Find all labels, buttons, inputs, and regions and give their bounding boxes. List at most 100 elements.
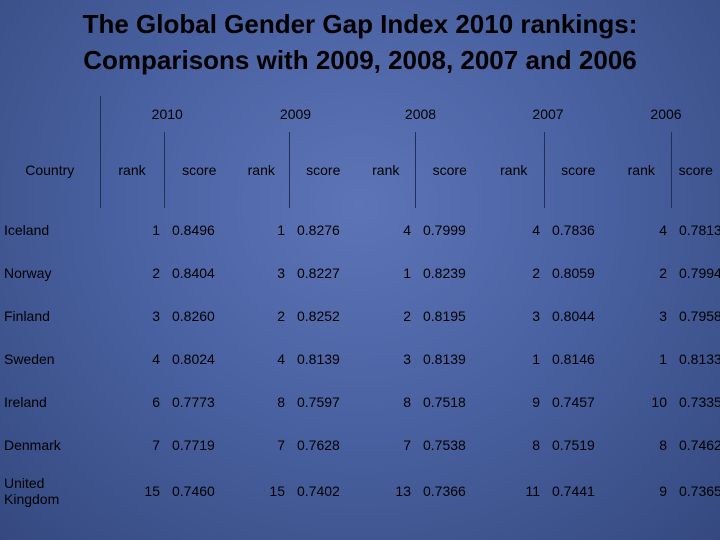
- year-2010-header: 2010: [151, 106, 183, 122]
- rank-cell: 4: [152, 350, 160, 367]
- rank-cell: 3: [277, 264, 285, 281]
- rank-cell: 15: [269, 483, 285, 499]
- score-cell: 0.7628: [297, 436, 340, 453]
- rank-cell: 7: [277, 436, 285, 453]
- rank-cell: 4: [659, 221, 667, 238]
- score-cell: 0.8239: [423, 264, 466, 281]
- rank-cell: 4: [403, 221, 411, 238]
- score-cell: 0.8276: [297, 221, 340, 238]
- rank-cell: 1: [403, 264, 411, 281]
- rank-cell: 9: [659, 483, 667, 499]
- rank-cell: 3: [659, 307, 667, 324]
- rank-cell: 6: [152, 393, 160, 410]
- year-header-row: 2010 2009 2008 2007 2006: [0, 96, 720, 132]
- country-cell: Iceland: [4, 221, 50, 238]
- rank-cell: 2: [659, 264, 667, 281]
- rank-cell: 13: [395, 483, 411, 499]
- table-row: Sweden 4 0.8024 4 0.8139 3 0.8139 1 0.81…: [0, 337, 720, 380]
- year-2009-header: 2009: [279, 106, 312, 122]
- rank-column-header: rank: [247, 162, 275, 178]
- rank-cell: 2: [403, 307, 411, 324]
- score-cell: 0.7462: [679, 436, 720, 453]
- rank-cell: 8: [532, 436, 540, 453]
- score-cell: 0.8139: [297, 350, 340, 367]
- score-cell: 0.7460: [172, 483, 215, 499]
- score-cell: 0.7994: [679, 264, 720, 281]
- table-row: Finland 3 0.8260 2 0.8252 2 0.8195 3 0.8…: [0, 294, 720, 337]
- score-cell: 0.7366: [423, 483, 466, 499]
- rank-cell: 4: [277, 350, 285, 367]
- score-cell: 0.7402: [297, 483, 340, 499]
- score-cell: 0.7836: [552, 221, 595, 238]
- rank-cell: 8: [403, 393, 411, 410]
- score-cell: 0.8133: [679, 350, 720, 367]
- score-cell: 0.7597: [297, 393, 340, 410]
- score-column-header: score: [670, 132, 720, 208]
- title-line-2: Comparisons with 2009, 2008, 2007 and 20…: [83, 45, 637, 75]
- rank-column-header: rank: [500, 162, 528, 178]
- table-row: Ireland 6 0.7773 8 0.7597 8 0.7518 9 0.7…: [0, 380, 720, 423]
- table-row: Iceland 1 0.8496 1 0.8276 4 0.7999 4 0.7…: [0, 208, 720, 251]
- year-2008-header: 2008: [404, 106, 437, 122]
- rank-cell: 8: [659, 436, 667, 453]
- column-header-row: Country rank score rank score rank score…: [0, 132, 720, 208]
- rank-cell: 2: [277, 307, 285, 324]
- score-cell: 0.7999: [423, 221, 466, 238]
- year-2006-header: 2006: [650, 106, 682, 122]
- score-cell: 0.7518: [423, 393, 466, 410]
- rank-cell: 1: [152, 221, 160, 238]
- score-cell: 0.8195: [423, 307, 466, 324]
- rank-column-header: rank: [372, 162, 400, 178]
- score-cell: 0.7813: [679, 221, 720, 238]
- rankings-table: 2010 2009 2008 2007 2006 Country rank sc…: [0, 96, 720, 516]
- score-cell: 0.7335: [679, 393, 720, 410]
- score-cell: 0.8059: [552, 264, 595, 281]
- country-cell: United Kingdom: [4, 475, 60, 507]
- score-cell: 0.7538: [423, 436, 466, 453]
- score-cell: 0.7365: [679, 483, 720, 499]
- country-cell: Finland: [4, 307, 50, 324]
- rank-column-header: rank: [627, 162, 655, 178]
- title-line-1: The Global Gender Gap Index 2010 ranking…: [82, 9, 638, 39]
- corner-cell: [0, 96, 101, 132]
- score-column-header: score: [543, 132, 612, 208]
- score-cell: 0.7773: [172, 393, 215, 410]
- rank-cell: 2: [532, 264, 540, 281]
- rank-cell: 3: [152, 307, 160, 324]
- score-column-header: score: [288, 132, 357, 208]
- score-cell: 0.7519: [552, 436, 595, 453]
- rank-cell: 4: [532, 221, 540, 238]
- country-cell: Denmark: [4, 436, 61, 453]
- score-column-header: score: [414, 132, 484, 208]
- table-row: Norway 2 0.8404 3 0.8227 1 0.8239 2 0.80…: [0, 251, 720, 294]
- country-cell: Sweden: [4, 350, 55, 367]
- score-cell: 0.8146: [552, 350, 595, 367]
- rank-cell: 3: [403, 350, 411, 367]
- rank-cell: 2: [152, 264, 160, 281]
- score-cell: 0.7958: [679, 307, 720, 324]
- country-cell: Ireland: [4, 393, 47, 410]
- rank-column-header: rank: [118, 162, 146, 178]
- rank-cell: 11: [525, 483, 540, 499]
- score-cell: 0.8227: [297, 264, 340, 281]
- rank-cell: 1: [532, 350, 540, 367]
- rank-cell: 9: [532, 393, 540, 410]
- score-cell: 0.7441: [552, 483, 595, 499]
- rank-cell: 7: [403, 436, 411, 453]
- rank-cell: 10: [651, 393, 667, 410]
- country-column-header: Country: [0, 132, 101, 208]
- score-column-header: score: [163, 132, 234, 208]
- score-cell: 0.8252: [297, 307, 340, 324]
- rank-cell: 1: [277, 221, 285, 238]
- year-2007-header: 2007: [532, 106, 564, 122]
- slide-title: The Global Gender Gap Index 2010 ranking…: [0, 6, 720, 78]
- rank-cell: 15: [144, 483, 160, 499]
- score-cell: 0.8404: [172, 264, 215, 281]
- score-cell: 0.8139: [423, 350, 466, 367]
- rank-cell: 1: [659, 350, 667, 367]
- table-row: United Kingdom 15 0.7460 15 0.7402 13 0.…: [0, 466, 720, 516]
- score-cell: 0.8260: [172, 307, 215, 324]
- rank-cell: 3: [532, 307, 540, 324]
- country-cell: Norway: [4, 264, 52, 281]
- table-row: Denmark 7 0.7719 7 0.7628 7 0.7538 8 0.7…: [0, 423, 720, 466]
